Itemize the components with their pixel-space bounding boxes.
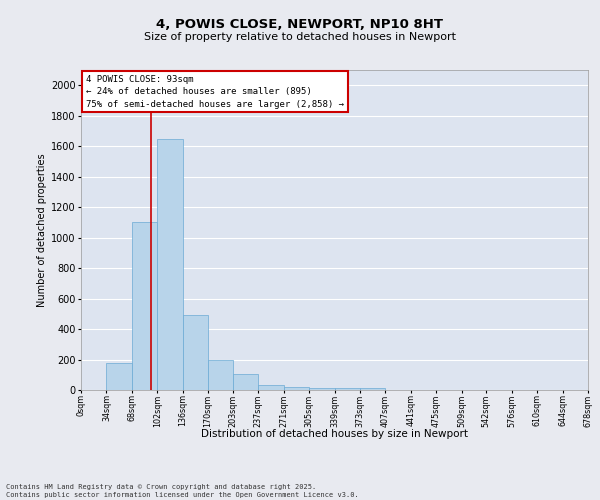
Text: Contains HM Land Registry data © Crown copyright and database right 2025.
Contai: Contains HM Land Registry data © Crown c…	[6, 484, 359, 498]
Bar	[106, 364, 132, 390]
Text: Size of property relative to detached houses in Newport: Size of property relative to detached ho…	[144, 32, 456, 42]
Bar	[360, 388, 385, 390]
Bar	[182, 316, 208, 390]
Bar	[258, 384, 284, 390]
Bar	[335, 388, 360, 390]
Bar	[284, 386, 309, 390]
Bar	[233, 374, 258, 390]
Y-axis label: Number of detached properties: Number of detached properties	[37, 153, 47, 307]
Text: 4, POWIS CLOSE, NEWPORT, NP10 8HT: 4, POWIS CLOSE, NEWPORT, NP10 8HT	[157, 18, 443, 30]
Text: 4 POWIS CLOSE: 93sqm
← 24% of detached houses are smaller (895)
75% of semi-deta: 4 POWIS CLOSE: 93sqm ← 24% of detached h…	[86, 75, 344, 109]
Bar	[157, 138, 182, 390]
Bar	[132, 222, 157, 390]
X-axis label: Distribution of detached houses by size in Newport: Distribution of detached houses by size …	[201, 430, 468, 440]
Bar	[309, 388, 335, 390]
Bar	[208, 360, 233, 390]
